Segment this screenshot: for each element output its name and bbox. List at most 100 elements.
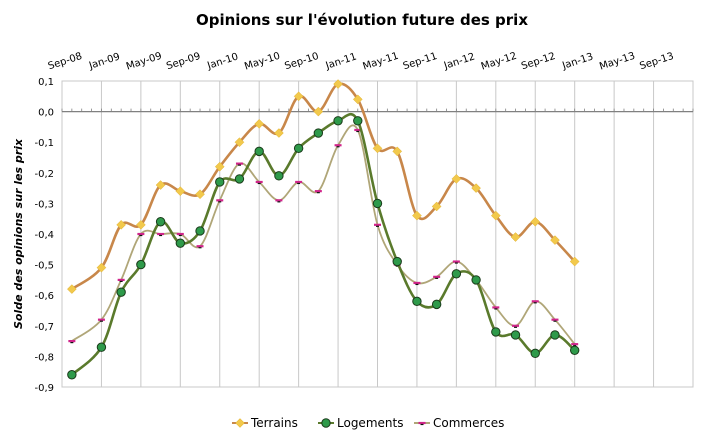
legend-label: Logements xyxy=(337,416,403,430)
data-point xyxy=(116,219,127,230)
legend-item-commerces: Commerces xyxy=(414,416,504,430)
x-tick-label: Sep-09 xyxy=(165,51,202,72)
data-point xyxy=(374,223,381,227)
x-tick-label: Sep-11 xyxy=(402,51,439,72)
data-point xyxy=(433,275,441,279)
data-point xyxy=(155,217,166,227)
data-point xyxy=(295,180,303,185)
data-point xyxy=(392,146,403,157)
series-logements xyxy=(67,112,580,380)
series-group xyxy=(67,79,580,380)
series-commerces xyxy=(68,124,579,347)
data-point xyxy=(352,94,363,105)
data-point xyxy=(216,199,224,203)
data-point xyxy=(431,201,442,212)
series-line xyxy=(71,82,576,291)
data-point xyxy=(136,219,146,230)
y-tick-label: -0,4 xyxy=(34,230,54,241)
data-point xyxy=(451,174,462,184)
data-point xyxy=(531,300,539,304)
legend-label: Commerces xyxy=(433,416,504,430)
data-point xyxy=(551,318,559,322)
grid-lines xyxy=(100,81,655,387)
data-point xyxy=(254,118,265,129)
data-point xyxy=(215,177,225,187)
data-point xyxy=(195,226,205,236)
series-line xyxy=(71,124,576,345)
series-terrains xyxy=(67,79,580,294)
data-point xyxy=(413,281,421,286)
y-tick-label: -0,8 xyxy=(34,352,54,363)
data-point xyxy=(418,421,426,426)
data-point xyxy=(195,189,205,200)
y-tick-label: -0,6 xyxy=(34,291,54,302)
data-point xyxy=(471,183,481,193)
data-point xyxy=(490,210,501,221)
y-tick-label: -0,7 xyxy=(34,322,54,333)
data-point xyxy=(510,330,521,340)
data-point xyxy=(333,116,343,126)
x-tick-label: May-10 xyxy=(243,51,281,73)
data-point xyxy=(314,190,322,194)
data-point xyxy=(293,91,304,102)
data-point xyxy=(471,275,481,285)
x-tick-label: Jan-13 xyxy=(560,51,595,72)
data-point xyxy=(96,342,107,352)
data-point xyxy=(234,137,245,148)
data-point xyxy=(117,278,125,282)
y-tick-label: -0,2 xyxy=(34,169,54,180)
data-point xyxy=(234,174,245,184)
y-axis-label: Solde des opinions sur les prix xyxy=(12,138,25,329)
data-point xyxy=(530,216,541,227)
x-tick-label: Sep-08 xyxy=(47,51,84,72)
data-point xyxy=(372,143,383,154)
data-point xyxy=(176,232,184,237)
data-point xyxy=(372,198,383,209)
data-point xyxy=(334,144,342,148)
series-line xyxy=(70,112,576,376)
x-tick-label: May-13 xyxy=(598,51,636,73)
x-tick-label: May-12 xyxy=(480,51,518,73)
data-point xyxy=(313,128,324,138)
data-point xyxy=(412,210,422,221)
data-point xyxy=(491,327,501,337)
data-point xyxy=(67,284,77,294)
data-point xyxy=(157,232,165,237)
y-tick-label: 0,1 xyxy=(38,77,54,88)
data-point xyxy=(392,256,402,267)
x-tick-label: Jan-12 xyxy=(442,51,477,72)
data-point xyxy=(275,199,283,203)
data-point xyxy=(530,348,540,359)
zero-axis xyxy=(61,108,694,113)
y-tick-label: -0,9 xyxy=(34,383,54,394)
data-point xyxy=(274,128,284,138)
data-point xyxy=(235,418,245,428)
x-tick-label: Sep-12 xyxy=(520,51,557,72)
data-point xyxy=(412,296,422,307)
data-point xyxy=(431,299,442,310)
data-point xyxy=(116,287,126,297)
x-tick-label: May-11 xyxy=(362,51,400,73)
data-point xyxy=(569,345,580,355)
x-tick-labels: Sep-08 Jan-09 May-09 Sep-09 Jan-10 May-10 Sep-… xyxy=(47,51,675,73)
data-point xyxy=(333,79,343,89)
y-tick-label: 0,0 xyxy=(38,108,54,119)
data-point xyxy=(569,256,580,267)
data-point xyxy=(512,324,520,328)
data-point xyxy=(274,171,284,181)
legend-item-logements: Logements xyxy=(318,416,403,430)
data-point xyxy=(254,146,264,157)
x-tick-label: Jan-11 xyxy=(324,51,359,72)
data-point xyxy=(175,238,186,248)
chart-title: Opinions sur l'évolution future des prix xyxy=(196,11,528,29)
legend: Terrains Logements Commerces xyxy=(232,416,504,430)
x-tick-label: Jan-09 xyxy=(87,51,122,72)
data-point xyxy=(155,180,166,190)
data-point xyxy=(175,186,186,197)
y-tick-label: -0,1 xyxy=(34,138,54,149)
data-point xyxy=(353,116,363,126)
data-point xyxy=(451,269,462,279)
data-point xyxy=(235,162,243,166)
data-point xyxy=(214,161,225,172)
data-point xyxy=(510,232,521,242)
